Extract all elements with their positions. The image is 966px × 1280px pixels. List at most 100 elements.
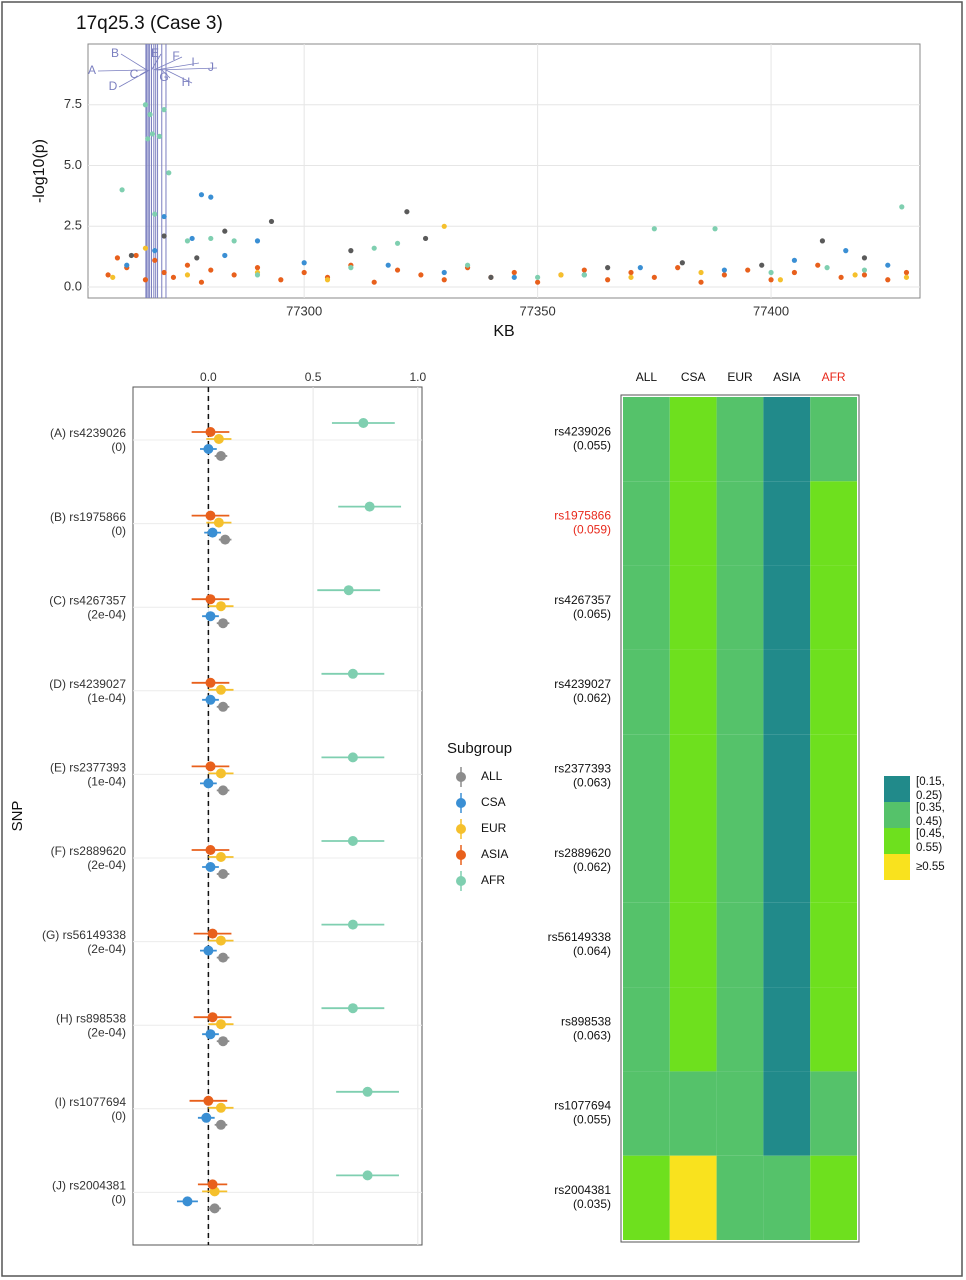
row-note: (0.065) <box>573 607 611 621</box>
point <box>215 1019 226 1030</box>
point <box>205 845 216 855</box>
point <box>203 444 214 454</box>
point <box>194 255 200 261</box>
row-label: rs4239026 <box>554 424 611 438</box>
point <box>903 274 910 280</box>
point <box>254 272 261 278</box>
point <box>114 255 121 261</box>
y-tick-note: (0) <box>111 1109 126 1123</box>
legend-swatch <box>884 854 910 880</box>
point <box>885 262 891 268</box>
heatmap-cell <box>763 902 811 988</box>
row-note: (0.035) <box>573 1197 611 1211</box>
point <box>161 269 167 276</box>
point <box>105 272 111 278</box>
point <box>768 277 774 283</box>
point <box>218 1036 229 1047</box>
heatmap-cell <box>810 1071 857 1156</box>
point <box>418 272 424 278</box>
x-tick-label: 0.0 <box>200 370 217 384</box>
point <box>205 510 216 521</box>
heatmap-cell <box>669 1155 717 1240</box>
point <box>362 1086 373 1097</box>
y-tick-label: (F) rs2889620 <box>51 844 127 858</box>
point <box>220 534 231 545</box>
heatmap-cell <box>716 481 764 566</box>
point <box>209 1203 220 1214</box>
point <box>205 594 216 605</box>
point <box>628 269 634 276</box>
panel <box>132 386 423 1246</box>
heatmap-cell <box>669 734 717 819</box>
point <box>815 262 821 268</box>
x-tick-label: 1.0 <box>409 370 426 384</box>
row-label: rs1975866 <box>554 509 611 523</box>
legend-label: CSA <box>481 795 506 809</box>
y-tick-note: (2e-04) <box>87 942 126 956</box>
heatmap-cell <box>763 818 811 903</box>
point <box>215 601 226 612</box>
point <box>205 761 216 772</box>
legend-dot <box>456 772 466 782</box>
point <box>679 260 685 266</box>
point <box>777 277 783 283</box>
snp-connector <box>120 53 148 71</box>
snp-letter: D <box>109 79 118 93</box>
point <box>201 1112 212 1123</box>
point <box>861 272 868 278</box>
point <box>142 245 149 251</box>
point <box>215 684 226 695</box>
row-note: (0.055) <box>573 438 611 452</box>
point <box>203 945 214 956</box>
point <box>128 252 135 259</box>
point <box>110 274 116 280</box>
x-tick-label: 77400 <box>753 303 789 318</box>
snp-letter: I <box>191 55 194 69</box>
heatmap-cell <box>810 397 857 482</box>
point <box>861 255 868 261</box>
legend-label: ≥0.55 <box>916 861 945 873</box>
point <box>205 1029 216 1040</box>
point <box>231 238 237 244</box>
point <box>268 218 275 225</box>
point <box>170 274 177 280</box>
heatmap-cell <box>763 481 811 566</box>
point <box>161 213 167 220</box>
row-label: rs898538 <box>561 1014 611 1028</box>
point <box>208 194 214 200</box>
snp-connector <box>157 67 218 71</box>
point <box>348 265 354 271</box>
y-tick-label: 2.5 <box>64 218 82 233</box>
y-tick-label: 7.5 <box>64 96 82 111</box>
heatmap-cell <box>810 818 857 903</box>
heatmap-cell <box>669 987 717 1072</box>
point <box>161 233 167 239</box>
y-tick-note: (0) <box>111 1193 126 1207</box>
y-tick-note: (2e-04) <box>87 607 126 621</box>
point <box>198 279 205 285</box>
point <box>215 768 226 779</box>
point <box>371 279 377 285</box>
point <box>637 265 643 271</box>
column-label: ALL <box>636 370 658 384</box>
legend-label: EUR <box>481 821 507 835</box>
point <box>301 269 307 276</box>
heatmap-cell <box>623 481 670 566</box>
point <box>184 262 191 268</box>
point <box>145 136 151 142</box>
point <box>142 102 149 108</box>
point <box>161 107 167 113</box>
point <box>385 262 391 268</box>
y-tick-label: (A) rs4239026 <box>50 426 126 440</box>
x-axis-label: KB <box>493 323 514 340</box>
point <box>218 869 229 879</box>
point <box>207 1012 218 1023</box>
point <box>628 274 634 280</box>
snp-connector <box>118 69 150 88</box>
point <box>301 260 307 266</box>
legend-dot <box>456 798 466 808</box>
legend-swatch <box>884 776 910 802</box>
x-tick-label: 0.5 <box>305 370 322 384</box>
snp-letter: B <box>111 46 119 60</box>
point <box>535 279 541 285</box>
